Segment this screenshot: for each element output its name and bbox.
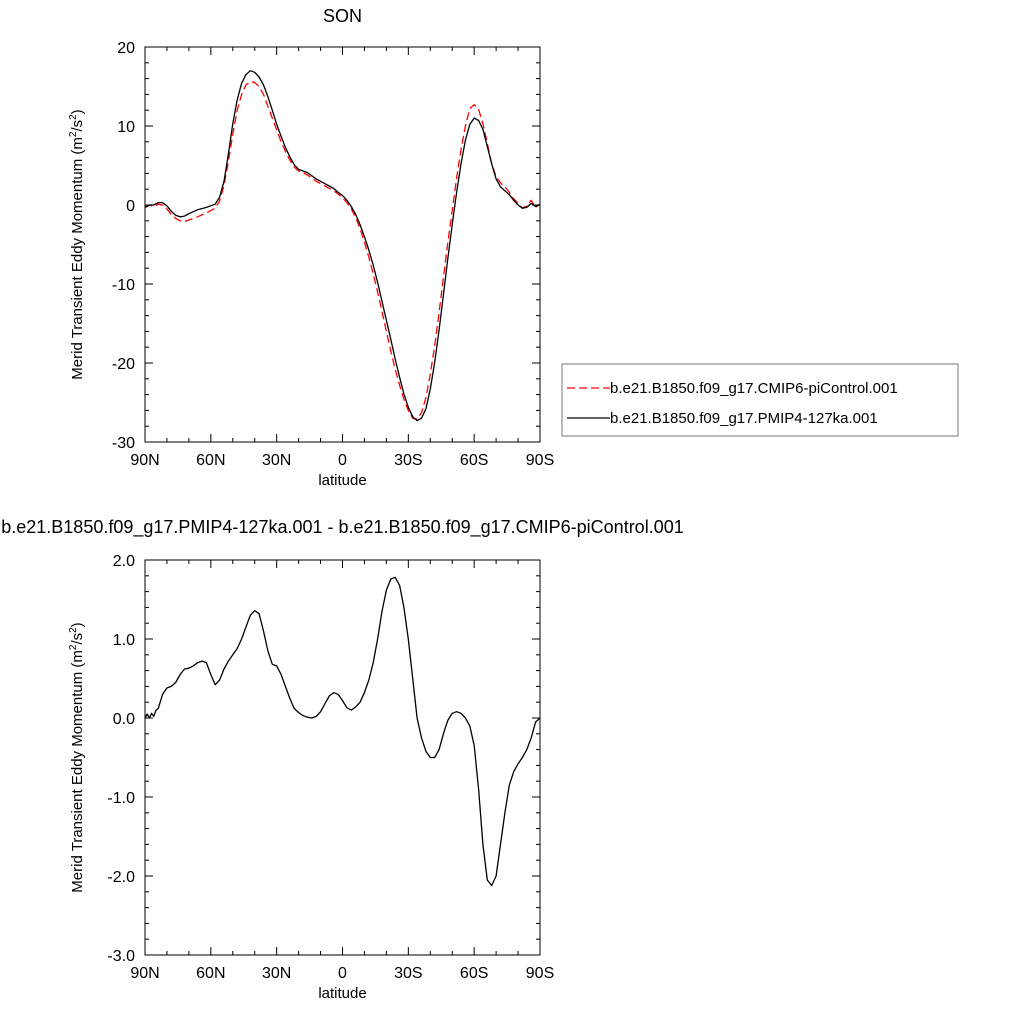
x-tick-label: 0 [338,452,347,469]
y-axis-label-part: ) [69,109,86,114]
y-tick-label: -20 [112,356,135,373]
series-line-0 [145,81,540,420]
y-axis-label: Merid Transient Eddy Momentum (m2/s2) [68,109,86,379]
y-tick-label: -1.0 [107,790,135,807]
legend: b.e21.B1850.f09_g17.CMIP6-piControl.001b… [561,363,959,437]
y-tick-label: -3.0 [107,948,135,965]
x-tick-label: 60S [460,452,488,469]
legend-label-0: b.e21.B1850.f09_g17.CMIP6-piControl.001 [610,380,898,397]
x-axis-label: latitude [318,472,366,489]
plot-frame [144,559,541,956]
x-tick-label: 30S [394,452,422,469]
y-axis-label-superscript: 2 [68,131,79,137]
y-tick-label: 10 [117,119,135,136]
x-tick-label: 0 [338,965,347,982]
x-tick-label: 90N [130,965,159,982]
x-tick-label: 60N [196,452,225,469]
legend-label-1: b.e21.B1850.f09_g17.PMIP4-127ka.001 [610,410,878,427]
plot-frame [144,46,541,443]
y-tick-label: -2.0 [107,869,135,886]
top-line-chart: SON 90N 60N 30N 0 30S 60S 90S 20 10 0 -10 -20 -30 lati… [68,6,959,489]
y-tick-label: 20 [117,40,135,57]
x-tick-label: 90S [526,452,554,469]
x-tick-label: 30N [262,965,291,982]
y-axis-label-part: /s [69,120,86,132]
y-tick-label: 0.0 [113,711,135,728]
x-tick-label: 60N [196,965,225,982]
series-line-1 [145,70,540,422]
legend-box [561,363,959,437]
x-axis-label: latitude [318,985,366,1002]
series-line-0 [145,576,540,887]
x-tick-label: 90S [526,965,554,982]
y-tick-label: 0 [126,198,135,215]
chart-title: b.e21.B1850.f09_g17.PMIP4-127ka.001 - b.… [1,517,683,538]
y-axis-label-part: /s [69,633,86,645]
y-axis-label-part: Merid Transient Eddy Momentum (m [69,137,86,380]
y-tick-label: -30 [112,435,135,452]
x-tick-label: 30S [394,965,422,982]
y-tick-label: 2.0 [113,553,135,570]
y-axis-label: Merid Transient Eddy Momentum (m2/s2) [68,622,86,892]
y-axis-label-part: ) [69,622,86,627]
y-axis-label-superscript: 2 [68,114,79,120]
x-tick-label: 30N [262,452,291,469]
difference-line-chart: b.e21.B1850.f09_g17.PMIP4-127ka.001 - b.… [1,517,683,1002]
y-tick-label: -10 [112,277,135,294]
y-axis-label-superscript: 2 [68,644,79,650]
y-tick-label: 1.0 [113,632,135,649]
x-tick-label: 90N [130,452,159,469]
y-axis-label-part: Merid Transient Eddy Momentum (m [69,650,86,893]
chart-title: SON [323,6,362,26]
y-axis-label-superscript: 2 [68,627,79,633]
x-tick-label: 60S [460,965,488,982]
